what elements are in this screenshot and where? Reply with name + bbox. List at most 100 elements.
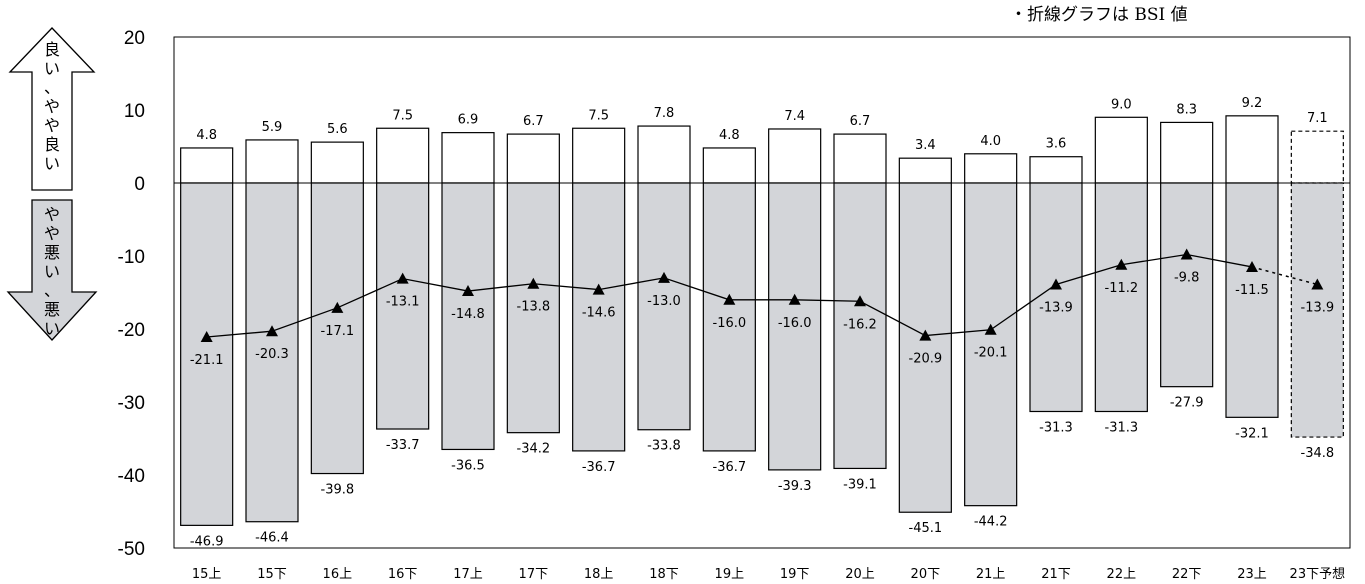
negative-bar [637, 182, 691, 431]
bsi-value-label: -14.6 [582, 306, 616, 321]
negative-value-label: -46.9 [190, 534, 224, 549]
positive-bar [441, 132, 495, 184]
x-tick-label: 23下予想 [1290, 566, 1346, 582]
bsi-marker [854, 295, 866, 307]
bsi-value-label: -13.1 [386, 295, 420, 310]
negative-value-label: -44.2 [974, 515, 1008, 530]
bsi-value-label: -16.0 [778, 316, 812, 331]
positive-value-label: 6.7 [523, 114, 544, 129]
bsi-marker [1050, 278, 1062, 290]
positive-bar [310, 141, 364, 184]
bsi-marker [1246, 260, 1258, 272]
data-labels: 4.8 -46.9 -21.1 5.9 -46.4 -20.3 5.6 -39.8 -17.1 7… [190, 96, 1334, 550]
x-tick-label: 15下 [257, 567, 287, 582]
x-tick-label: 23上 [1237, 567, 1267, 582]
negative-bar [506, 182, 560, 434]
bsi-value-label: -9.8 [1174, 271, 1199, 286]
x-tick-label: 20上 [845, 567, 875, 582]
x-tick-label: 20下 [911, 567, 941, 582]
negative-value-label: -31.3 [1105, 420, 1139, 435]
positive-value-label: 8.3 [1176, 102, 1197, 117]
positive-bar [506, 133, 560, 184]
positive-value-label: 7.1 [1307, 111, 1328, 126]
bsi-marker [396, 272, 409, 284]
negative-value-label: -45.1 [909, 521, 943, 536]
positive-bar [833, 133, 887, 184]
negative-value-label: -39.3 [778, 479, 812, 494]
y-axis: 20 10 0 -10 -20 -30 -40 -50 [118, 28, 145, 560]
bsi-marker [919, 329, 932, 341]
negative-bar [1160, 182, 1214, 388]
negative-bar [1094, 182, 1148, 413]
bsi-value-label: -14.8 [451, 307, 485, 322]
positive-bar [637, 125, 691, 184]
y-tick-label: 10 [124, 101, 145, 122]
bsi-marker [266, 325, 278, 337]
x-tick-label: 16上 [323, 567, 353, 582]
bsi-line [200, 248, 1324, 343]
y-tick-label: -50 [118, 539, 145, 560]
positive-value-label: 6.7 [850, 114, 871, 129]
y-tick-label: -40 [118, 466, 145, 487]
bsi-value-label: -17.1 [321, 324, 355, 339]
negative-bar [245, 182, 299, 523]
bsi-marker [984, 323, 997, 335]
positive-value-label: 4.8 [196, 128, 217, 143]
bsi-marker [527, 277, 540, 289]
bsi-value-label: -13.9 [1301, 300, 1335, 315]
bsi-value-label: -20.9 [909, 352, 943, 367]
positive-value-label: 7.8 [654, 106, 675, 121]
positive-value-label: 6.9 [458, 113, 479, 128]
negative-value-label: -33.8 [647, 439, 681, 454]
chart-note: ・折線グラフは BSI 値 [1010, 5, 1188, 25]
bsi-value-label: -11.2 [1105, 281, 1139, 296]
positive-value-label: 3.4 [915, 138, 936, 153]
positive-bar [376, 127, 430, 184]
positive-bar [1029, 156, 1083, 184]
y-tick-label: -20 [118, 320, 145, 341]
up-arrow-icon [8, 27, 96, 191]
bsi-marker [1180, 248, 1193, 260]
negative-bar [572, 182, 626, 452]
positive-bar [964, 153, 1018, 184]
negative-value-label: -39.8 [321, 483, 355, 498]
positive-bar [180, 147, 234, 184]
positive-bar [702, 147, 756, 184]
positive-value-label: 5.9 [262, 120, 283, 135]
bsi-value-label: -21.1 [190, 353, 224, 368]
plot-area [173, 36, 1351, 549]
x-tick-label: 22下 [1172, 567, 1202, 582]
x-tick-label: 18下 [649, 567, 679, 582]
positive-bar [1225, 115, 1279, 184]
bsi-value-label: -20.1 [974, 346, 1008, 361]
negative-value-label: -36.5 [451, 458, 485, 473]
positive-value-label: 7.5 [392, 108, 413, 123]
positive-bar [572, 127, 626, 184]
negative-bar [310, 182, 364, 475]
positive-bar [1290, 130, 1344, 184]
negative-bar [180, 182, 234, 526]
bsi-value-label: -13.8 [517, 300, 551, 315]
negative-value-label: -34.8 [1301, 446, 1335, 461]
negative-bar [376, 182, 430, 430]
positive-value-label: 4.8 [719, 128, 740, 143]
y-tick-label: 20 [124, 28, 145, 49]
positive-value-label: 5.6 [327, 122, 348, 137]
negative-value-label: -34.2 [517, 442, 551, 457]
bsi-marker [1115, 258, 1128, 270]
negative-bar [441, 182, 495, 451]
x-axis: 15上 15下 16上 16下 17上 17下 18上 18下 19上 19下 20上 20下 21上 2… [192, 566, 1345, 582]
positive-bar [768, 128, 822, 184]
x-tick-label: 16下 [388, 567, 418, 582]
bsi-marker [1311, 278, 1324, 290]
x-tick-label: 18上 [584, 567, 614, 582]
bsi-marker [592, 283, 605, 295]
bsi-marker [200, 331, 213, 343]
bsi-value-label: -20.3 [255, 347, 289, 362]
x-tick-label: 19下 [780, 567, 810, 582]
bsi-value-label: -16.2 [843, 317, 877, 332]
negative-bar [1225, 182, 1279, 418]
negative-bar [702, 182, 756, 452]
negative-bar [898, 182, 952, 513]
positive-value-label: 9.0 [1111, 97, 1132, 112]
